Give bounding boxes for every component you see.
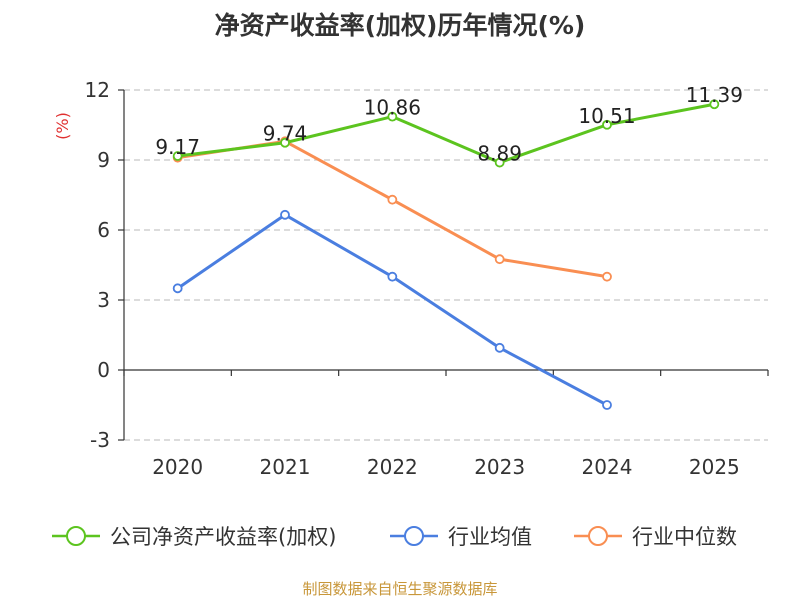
- data-label: 11.39: [686, 83, 743, 107]
- y-tick-label: 12: [85, 78, 110, 102]
- legend-item[interactable]: 公司净资产收益率(加权): [52, 525, 336, 549]
- data-point[interactable]: [280, 137, 290, 148]
- data-point[interactable]: [172, 283, 183, 294]
- series-line: [177, 139, 608, 279]
- series-line: [176, 213, 608, 407]
- series-layer: [172, 99, 720, 410]
- data-point[interactable]: [602, 271, 612, 282]
- data-point[interactable]: [494, 157, 505, 168]
- data-point[interactable]: [387, 194, 398, 205]
- series-line: [177, 102, 715, 165]
- legend-marker-icon: [404, 526, 424, 546]
- data-label: 10.86: [364, 96, 421, 120]
- series-0: [172, 99, 720, 168]
- data-point[interactable]: [387, 271, 398, 282]
- y-tick-label: 3: [97, 288, 110, 312]
- legend-label: 公司净资产收益率(加权): [110, 525, 336, 549]
- x-tick-label: 2025: [689, 455, 740, 479]
- data-label: 9.17: [155, 135, 200, 159]
- legend-marker-icon: [588, 526, 608, 546]
- legend-label: 行业均值: [448, 525, 532, 549]
- legend-item[interactable]: 行业均值: [390, 525, 532, 549]
- y-axis-unit-label: (%): [53, 112, 72, 140]
- source-note: 制图数据来自恒生聚源数据库: [302, 580, 497, 598]
- x-tick-label: 2022: [367, 455, 418, 479]
- x-tick-label: 2021: [260, 455, 311, 479]
- legend-marker-icon: [66, 526, 86, 546]
- series-1: [172, 209, 612, 410]
- x-tick-label: 2023: [474, 455, 525, 479]
- data-point[interactable]: [602, 400, 612, 410]
- x-tick-label: 2020: [152, 455, 203, 479]
- data-label: 8.89: [477, 142, 522, 166]
- data-point[interactable]: [494, 342, 505, 353]
- data-label: 9.74: [263, 122, 308, 146]
- grid-lines: [124, 89, 768, 441]
- legend-label: 行业中位数: [632, 525, 737, 549]
- data-label: 10.51: [578, 104, 635, 128]
- x-tick-label: 2024: [582, 455, 633, 479]
- y-tick-label: 9: [97, 148, 110, 172]
- data-labels: 9.17 9.74 10.86 8.89 10.51 11.39: [155, 83, 743, 165]
- legend-item[interactable]: 行业中位数: [574, 525, 737, 549]
- data-point[interactable]: [387, 111, 398, 122]
- legend[interactable]: 公司净资产收益率(加权) 行业均值 行业中位数: [52, 525, 737, 549]
- data-point[interactable]: [709, 99, 720, 110]
- y-tick-label: 0: [97, 358, 110, 382]
- axes: -3 0 3 6 9 12 2020 2021 2022 2023 2024 2025: [85, 78, 769, 479]
- y-tick-label: -3: [90, 428, 110, 452]
- y-tick-label: 6: [97, 218, 110, 242]
- chart-title: 净资产收益率(加权)历年情况(%): [215, 11, 586, 40]
- data-point[interactable]: [602, 119, 612, 130]
- series-2: [172, 136, 612, 282]
- data-point[interactable]: [172, 151, 183, 161]
- data-point[interactable]: [280, 209, 290, 220]
- data-point[interactable]: [494, 254, 505, 265]
